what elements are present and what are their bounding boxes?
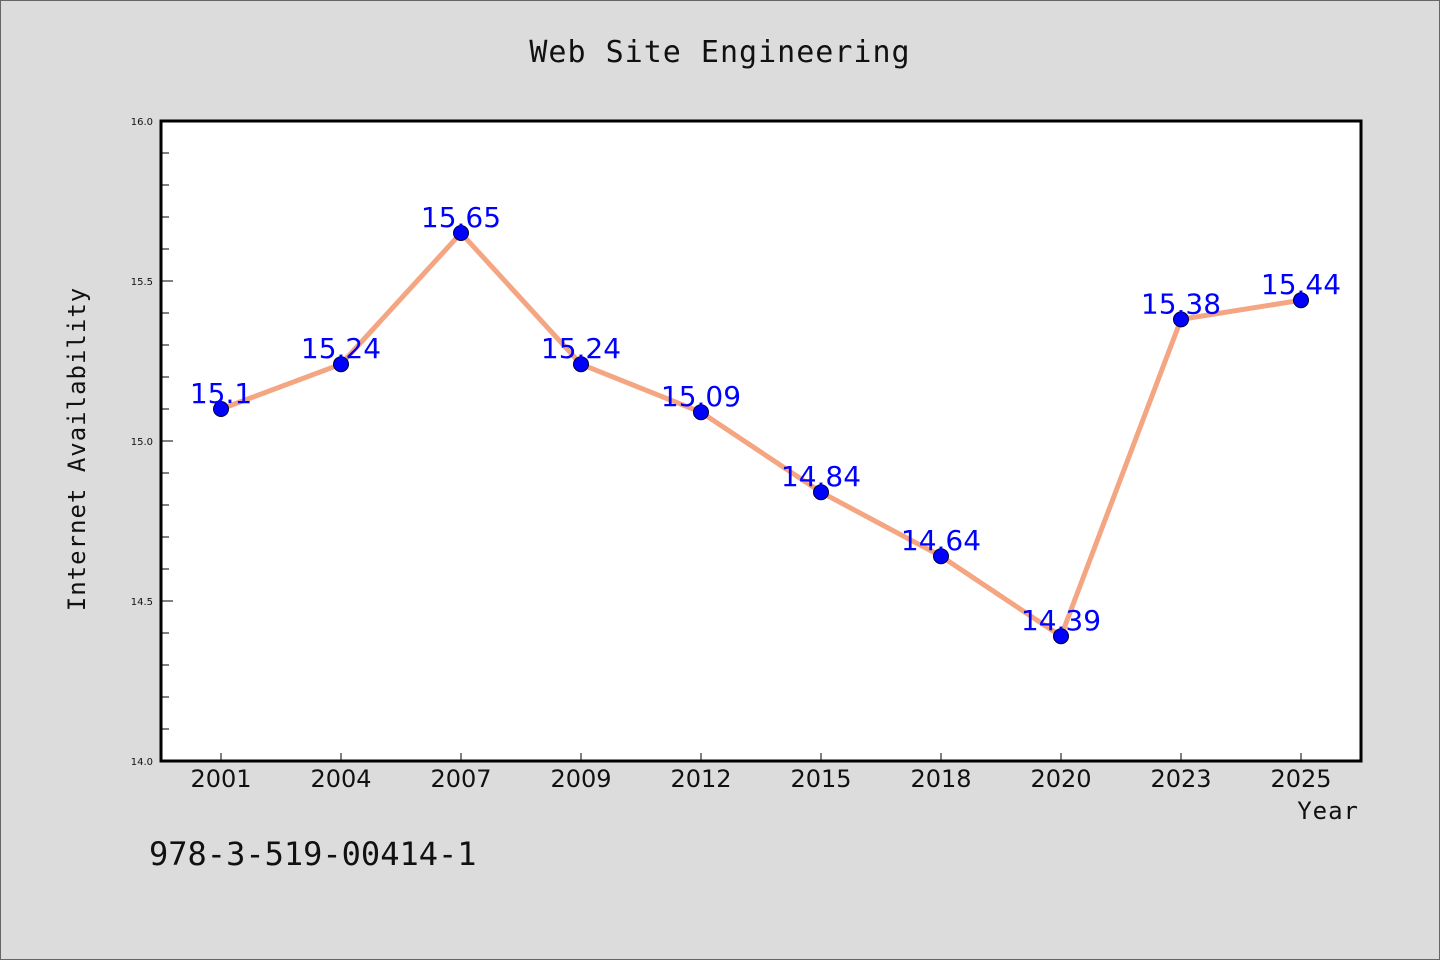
x-axis-label: Year [1297,797,1359,825]
data-label: 15.44 [1261,268,1341,301]
x-tick-label: 2025 [1270,765,1331,793]
data-point [333,356,349,373]
x-tick-label: 2018 [910,765,971,793]
data-label: 15.1 [190,377,252,410]
data-label: 14.64 [901,524,981,557]
plot-area [159,119,1363,763]
y-tick-label: 16.0 [131,117,153,128]
chart-title: Web Site Engineering [529,35,911,70]
data-point [1293,292,1309,309]
data-label: 15.24 [541,332,621,365]
data-point [813,484,829,501]
data-label: 15.09 [661,380,741,413]
y-tick-label: 14.0 [131,757,153,768]
x-tick-label: 2009 [550,765,611,793]
data-point [453,225,469,241]
series-line [218,230,1304,639]
data-point [1053,628,1069,645]
data-label: 15.24 [301,332,381,365]
data-point [693,404,709,421]
x-tick-label: 2020 [1030,765,1091,793]
data-point [213,401,229,417]
data-label: 15.38 [1141,287,1221,320]
data-label: 15.65 [421,201,501,234]
x-tick-label: 2023 [1150,765,1211,793]
y-tick-label: 15.0 [131,437,153,448]
x-tick-label: 2015 [790,765,851,793]
data-point [1173,311,1189,328]
x-tick-label: 2001 [190,765,251,793]
y-tick-label: 14.5 [131,597,153,608]
x-tick-label: 2012 [670,765,731,793]
data-point [933,548,949,565]
x-tick-label: 2004 [310,765,371,793]
data-label: 14.84 [781,460,861,493]
data-point [573,356,589,373]
footer-code: 978-3-519-00414-1 [149,835,477,873]
x-tick-label: 2007 [430,765,491,793]
data-label: 14.39 [1021,604,1101,637]
y-tick-label: 15.5 [131,277,153,288]
